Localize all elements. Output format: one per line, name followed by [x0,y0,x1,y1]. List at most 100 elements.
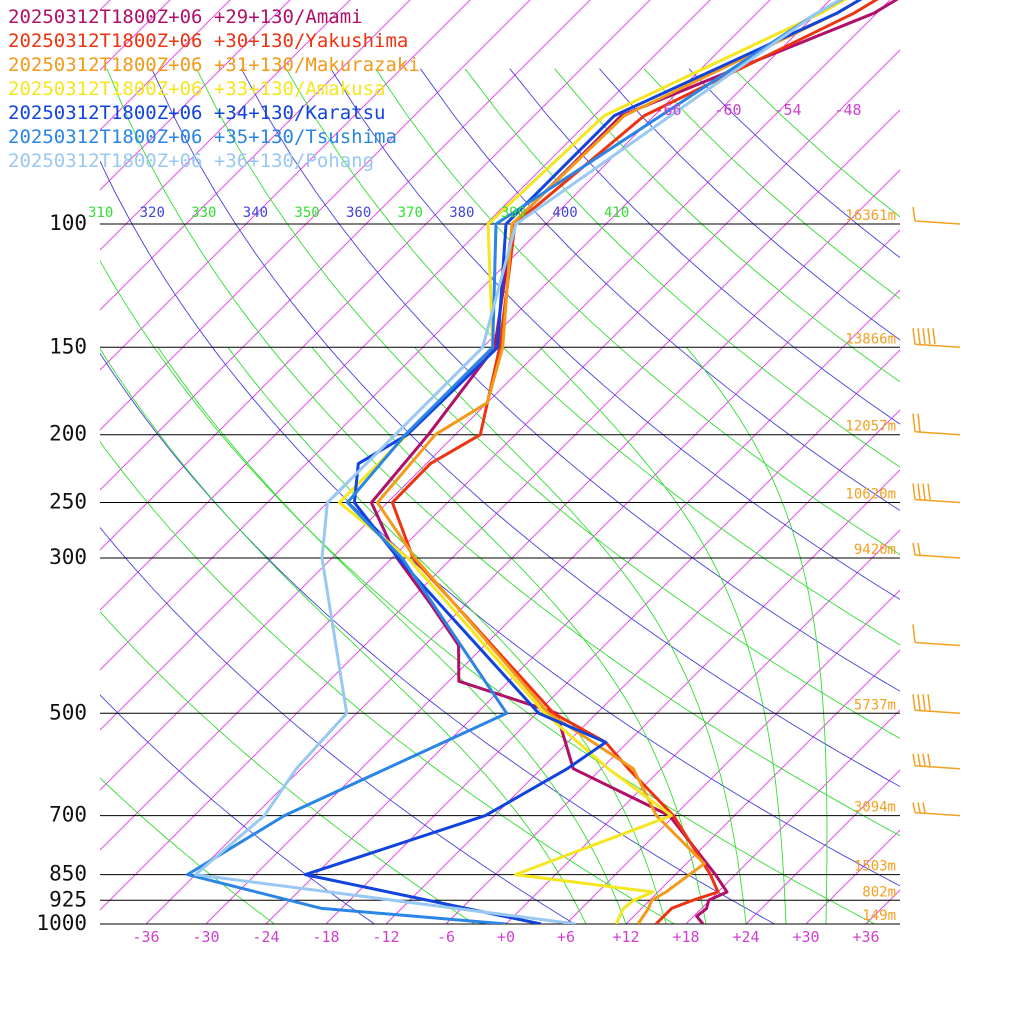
legend-entry-0: 20250312T1800Z+06 +29+130/Amami [8,6,363,28]
height-label-200: 12057m [845,419,896,435]
x-tick-label: -30 [192,928,219,946]
legend-entry-5: 20250312T1800Z+06 +35+130/Tsushima [8,126,397,148]
moist-adiabat-line [414,346,747,924]
x-tick-label: +36 [852,928,879,946]
isotherm-line [865,889,900,924]
series-line-4 [303,0,863,924]
isotherm-line [100,0,651,551]
legend: 20250312T1800Z+06 +29+130/Amami20250312T… [8,6,420,172]
isotherm-line [445,469,900,924]
theta-label: 350 [294,205,319,221]
isotherm-line [385,409,900,924]
x-tick-label: -24 [252,928,279,946]
theta-label: 400 [552,205,577,221]
isotherm-line [986,0,1024,924]
dry-adiabat-line [509,68,900,425]
dry-adiabat-line [100,352,776,924]
isotherm-top-label: -66 [654,101,681,119]
wind-barb-icon [912,328,961,349]
series-line-0 [369,0,899,924]
wind-barb-icon [912,413,961,436]
x-tick-label: -12 [372,928,399,946]
isotherm-top-label: -48 [834,101,861,119]
legend-entry-2: 20250312T1800Z+06 +31+130/Makurazaki [8,54,420,76]
isotherm-line [100,0,591,491]
x-tick-label: -6 [437,928,455,946]
x-tick-label: +18 [672,928,699,946]
isotherm-line [265,289,900,924]
legend-entry-4: 20250312T1800Z+06 +34+130/Karatsu [8,102,386,124]
height-label-700: 3094m [854,800,896,816]
dry-adiabat-line [100,259,876,924]
sounding-series [185,0,899,924]
dry-adiabat-line [100,694,376,924]
moist-adiabat-line [157,347,627,924]
pressure-label-150: 150 [49,334,87,358]
moist-adiabat-line [100,347,587,924]
moist-adiabat-line [685,347,828,924]
moist-adiabat-line [539,346,787,924]
moist-adiabat-line [227,347,667,924]
series-line-6 [193,0,843,924]
background-grid [100,0,1024,924]
dry-adiabat-line [151,68,900,788]
theta-label: 390 [501,205,526,221]
moist-adiabat-line [311,347,707,924]
legend-entry-1: 20250312T1800Z+06 +30+130/Yakushima [8,30,408,52]
isotherm-line [685,709,900,924]
isotherm-line [145,169,900,924]
x-tick-label: +0 [497,928,515,946]
series-line-5 [185,0,844,924]
axis-labels: 100 16361m 150 13866m 200 12057m 250 10620m 300 9… [36,101,896,946]
height-label-250: 10620m [845,487,896,503]
theta-label: 320 [140,205,165,221]
wind-barb-icon [912,624,961,647]
theta-label: 360 [346,205,371,221]
dry-adiabat-line [106,68,900,837]
x-tick-label: +12 [612,928,639,946]
pressure-label-1000: 1000 [36,911,87,935]
legend-entry-6: 20250312T1800Z+06 +36+130/Pohang [8,150,374,172]
pressure-label-100: 100 [49,211,87,235]
pressure-label-300: 300 [49,545,87,569]
isotherm-line [100,0,471,371]
wind-barb-icon [912,542,961,559]
wind-barb-icon [912,802,961,817]
dry-adiabat-line [240,68,900,692]
dry-adiabat-line [375,68,900,556]
height-label-150: 13866m [845,331,896,347]
isotherm-line [505,529,900,924]
dry-adiabat-line [100,526,576,924]
pressure-label-925: 925 [49,887,87,911]
height-label-850: 1503m [854,859,896,875]
height-label-925: 802m [862,884,896,900]
isotherm-line [926,0,1024,924]
wind-barb-icon [912,753,961,770]
wind-barb-icon [912,483,961,504]
wind-barbs [912,206,961,817]
height-label-500: 5737m [854,697,896,713]
isotherm-top-label: -60 [714,101,741,119]
theta-label: 310 [88,205,113,221]
x-tick-label: +24 [732,928,759,946]
x-tick-label: -18 [312,928,339,946]
dry-adiabat-line [285,68,900,646]
pressure-label-700: 700 [49,803,87,827]
isotherm-line [325,349,900,924]
pressure-label-250: 250 [49,490,87,514]
theta-label: 340 [243,205,268,221]
dry-adiabat-line [419,68,900,512]
series-line-1 [390,0,879,924]
wind-barb-icon [912,206,961,225]
wind-barb-icon [912,694,961,715]
pressure-label-500: 500 [49,700,87,724]
isotherm-line [100,49,900,851]
isotherm-top-label: -54 [774,101,801,119]
isotherm-line [805,829,900,924]
pressure-label-200: 200 [49,422,87,446]
theta-label: 410 [604,205,629,221]
dry-adiabat-line [100,777,276,924]
x-tick-label: -36 [132,928,159,946]
dry-adiabat-line [100,610,476,924]
